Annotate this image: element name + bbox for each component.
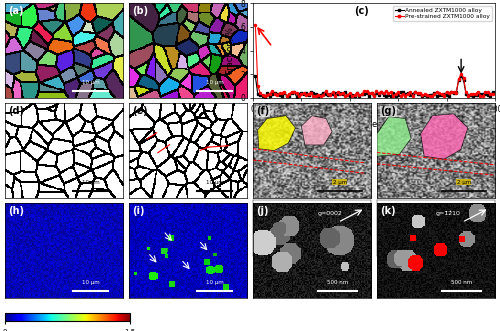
Text: (j): (j) [256,206,269,216]
Text: (b): (b) [132,6,148,16]
Annealed ZXTM1000 alloy [490,90,496,94]
Pre-strained ZXTM1000 alloy [378,90,384,94]
Text: (e): (e) [132,106,148,116]
Pre-strained ZXTM1000 alloy [490,92,496,96]
Text: 10 μm: 10 μm [82,180,100,185]
Text: 10 μm: 10 μm [206,180,224,185]
Pre-strained ZXTM1000 alloy [252,23,258,26]
Polygon shape [420,114,468,159]
Annealed ZXTM1000 alloy [380,93,386,97]
Pre-strained ZXTM1000 alloy [480,94,486,98]
Text: (k): (k) [380,206,396,216]
Text: (d): (d) [8,106,24,116]
Text: g=1̄2̐10: g=1̄2̐10 [436,210,461,216]
Annealed ZXTM1000 alloy [262,95,268,99]
Text: 10 μm: 10 μm [82,280,100,285]
Annealed ZXTM1000 alloy [310,91,316,95]
Text: (g): (g) [380,106,396,116]
Text: (c): (c) [354,6,369,16]
Polygon shape [258,116,296,151]
Annealed ZXTM1000 alloy [328,92,334,96]
Annealed ZXTM1000 alloy [441,92,447,96]
Polygon shape [302,116,332,145]
X-axis label: GB Misorientation, °: GB Misorientation, ° [332,120,416,129]
Pre-strained ZXTM1000 alloy [371,94,377,98]
Text: 500 nm: 500 nm [326,280,348,285]
Annealed ZXTM1000 alloy [318,93,324,97]
Text: 500 nm: 500 nm [450,280,472,285]
Text: (f): (f) [256,106,270,116]
Text: (i): (i) [132,206,145,216]
Pre-strained ZXTM1000 alloy [316,93,322,97]
Legend: Annealed ZXTM1000 alloy, Pre-strained ZXTM1000 alloy: Annealed ZXTM1000 alloy, Pre-strained ZX… [393,6,492,21]
Annealed ZXTM1000 alloy [374,91,380,95]
Text: (a): (a) [8,6,24,16]
Y-axis label: Fraction, %: Fraction, % [226,27,235,74]
Text: 2 μm: 2 μm [456,180,471,185]
Text: 2 μm: 2 μm [332,180,347,185]
Text: 10 μm: 10 μm [82,79,100,84]
Pre-strained ZXTM1000 alloy [308,91,314,95]
Pre-strained ZXTM1000 alloy [438,92,444,96]
Text: 10 μm: 10 μm [206,79,224,84]
Line: Annealed ZXTM1000 alloy: Annealed ZXTM1000 alloy [254,75,494,98]
Pre-strained ZXTM1000 alloy [325,92,331,96]
Text: 10 μm: 10 μm [206,280,224,285]
Text: g=0002: g=0002 [318,211,343,216]
Line: Pre-strained ZXTM1000 alloy: Pre-strained ZXTM1000 alloy [254,24,494,98]
Polygon shape [377,117,411,156]
Annealed ZXTM1000 alloy [252,74,258,78]
Text: (h): (h) [8,206,24,216]
